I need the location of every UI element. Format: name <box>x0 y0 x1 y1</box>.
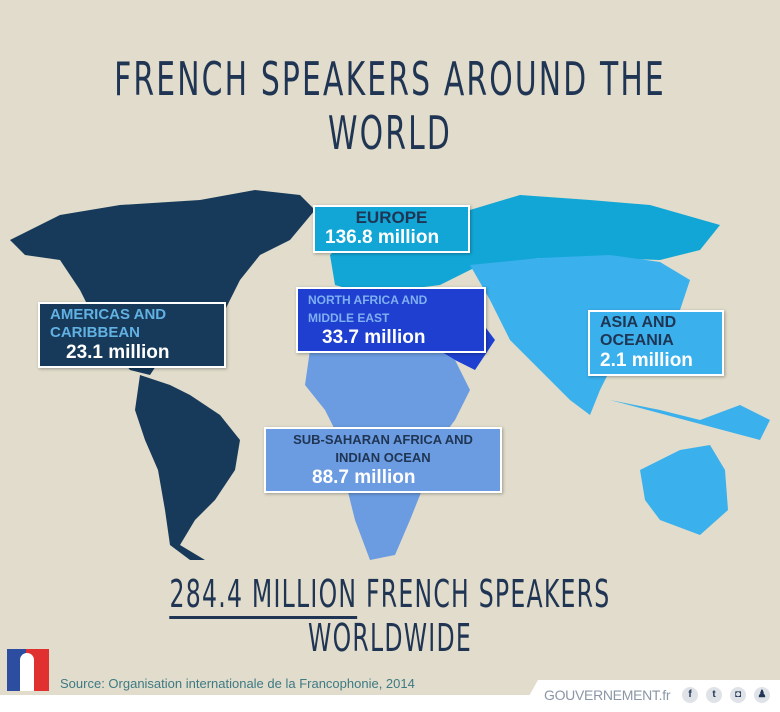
region-value: 33.7 million <box>322 327 426 348</box>
instagram-icon[interactable]: ◘ <box>730 687 746 703</box>
label-americas: AMERICAS AND CARIBBEAN 23.1 million <box>38 302 226 368</box>
total-highlight: 284.4 MILLION <box>169 572 358 619</box>
label-asia: ASIA AND OCEANIA 2.1 million <box>588 310 724 376</box>
region-value: 88.7 million <box>312 467 416 488</box>
snapchat-icon[interactable]: ♟ <box>754 687 770 703</box>
label-subsaharan-africa: SUB-SAHARAN AFRICA AND INDIAN OCEAN 88.7… <box>264 427 502 493</box>
region-title: ASIA AND OCEANIA <box>600 314 677 349</box>
label-europe: EUROPE 136.8 million <box>313 205 470 253</box>
page-title: FRENCH SPEAKERS AROUND THE WORLD <box>114 52 666 160</box>
marianne-logo <box>7 649 49 691</box>
total-rest: FRENCH SPEAKERS WORLDWIDE <box>308 572 611 660</box>
region-americas <box>10 190 315 560</box>
facebook-icon[interactable]: f <box>682 687 698 703</box>
label-north-africa: NORTH AFRICA AND MIDDLE EAST 33.7 millio… <box>296 287 486 353</box>
region-europe <box>330 195 720 292</box>
brand-bar: GOUVERNEMENT.fr f t ◘ ♟ <box>520 680 780 712</box>
region-value: 2.1 million <box>600 350 693 371</box>
source-text: Source: Organisation internationale de l… <box>60 676 415 691</box>
total-tagline: 284.4 MILLION FRENCH SPEAKERS WORLDWIDE <box>148 572 632 660</box>
twitter-icon[interactable]: t <box>706 687 722 703</box>
brand-link[interactable]: GOUVERNEMENT.fr <box>544 687 671 703</box>
region-title: NORTH AFRICA AND MIDDLE EAST <box>308 293 428 325</box>
region-title: EUROPE <box>355 208 428 227</box>
region-title: SUB-SAHARAN AFRICA AND INDIAN OCEAN <box>293 432 473 465</box>
region-value: 23.1 million <box>66 342 170 363</box>
region-asia <box>470 255 770 535</box>
region-value: 136.8 million <box>325 227 440 248</box>
region-title: AMERICAS AND CARIBBEAN <box>50 306 167 341</box>
